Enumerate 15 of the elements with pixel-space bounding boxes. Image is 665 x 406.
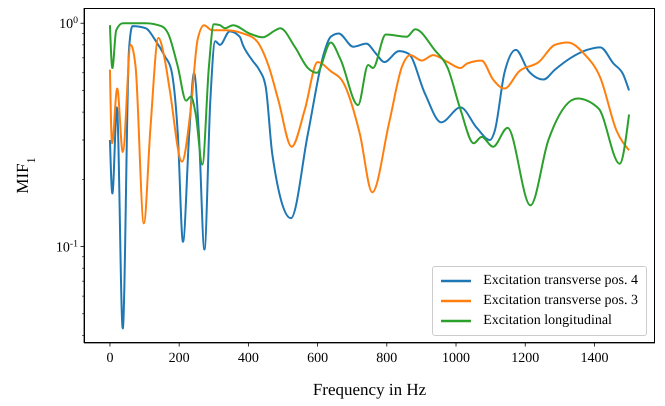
x-tick-label: 1400 xyxy=(580,351,608,366)
x-tick-label: 600 xyxy=(307,351,328,366)
x-tick-label: 0 xyxy=(106,351,114,366)
legend-label: Excitation transverse pos. 3 xyxy=(483,293,638,309)
y-tick-label: 10$^{0}$ xyxy=(59,14,78,32)
line-series xyxy=(108,25,630,330)
x-tick-label: 1200 xyxy=(511,351,540,366)
x-tick-label: 200 xyxy=(168,351,190,366)
legend-label: Excitation transverse pos. 4 xyxy=(483,273,638,289)
y-tick-label: 10$^{-1}$ xyxy=(56,238,78,256)
x-tick-label: 1000 xyxy=(442,351,470,366)
x-tick-label: 800 xyxy=(376,351,398,366)
x-tick-label: 400 xyxy=(238,351,259,366)
x-axis-title: Frequency in Hz xyxy=(312,380,427,399)
legend-label: Excitation longitudinal xyxy=(483,313,612,329)
